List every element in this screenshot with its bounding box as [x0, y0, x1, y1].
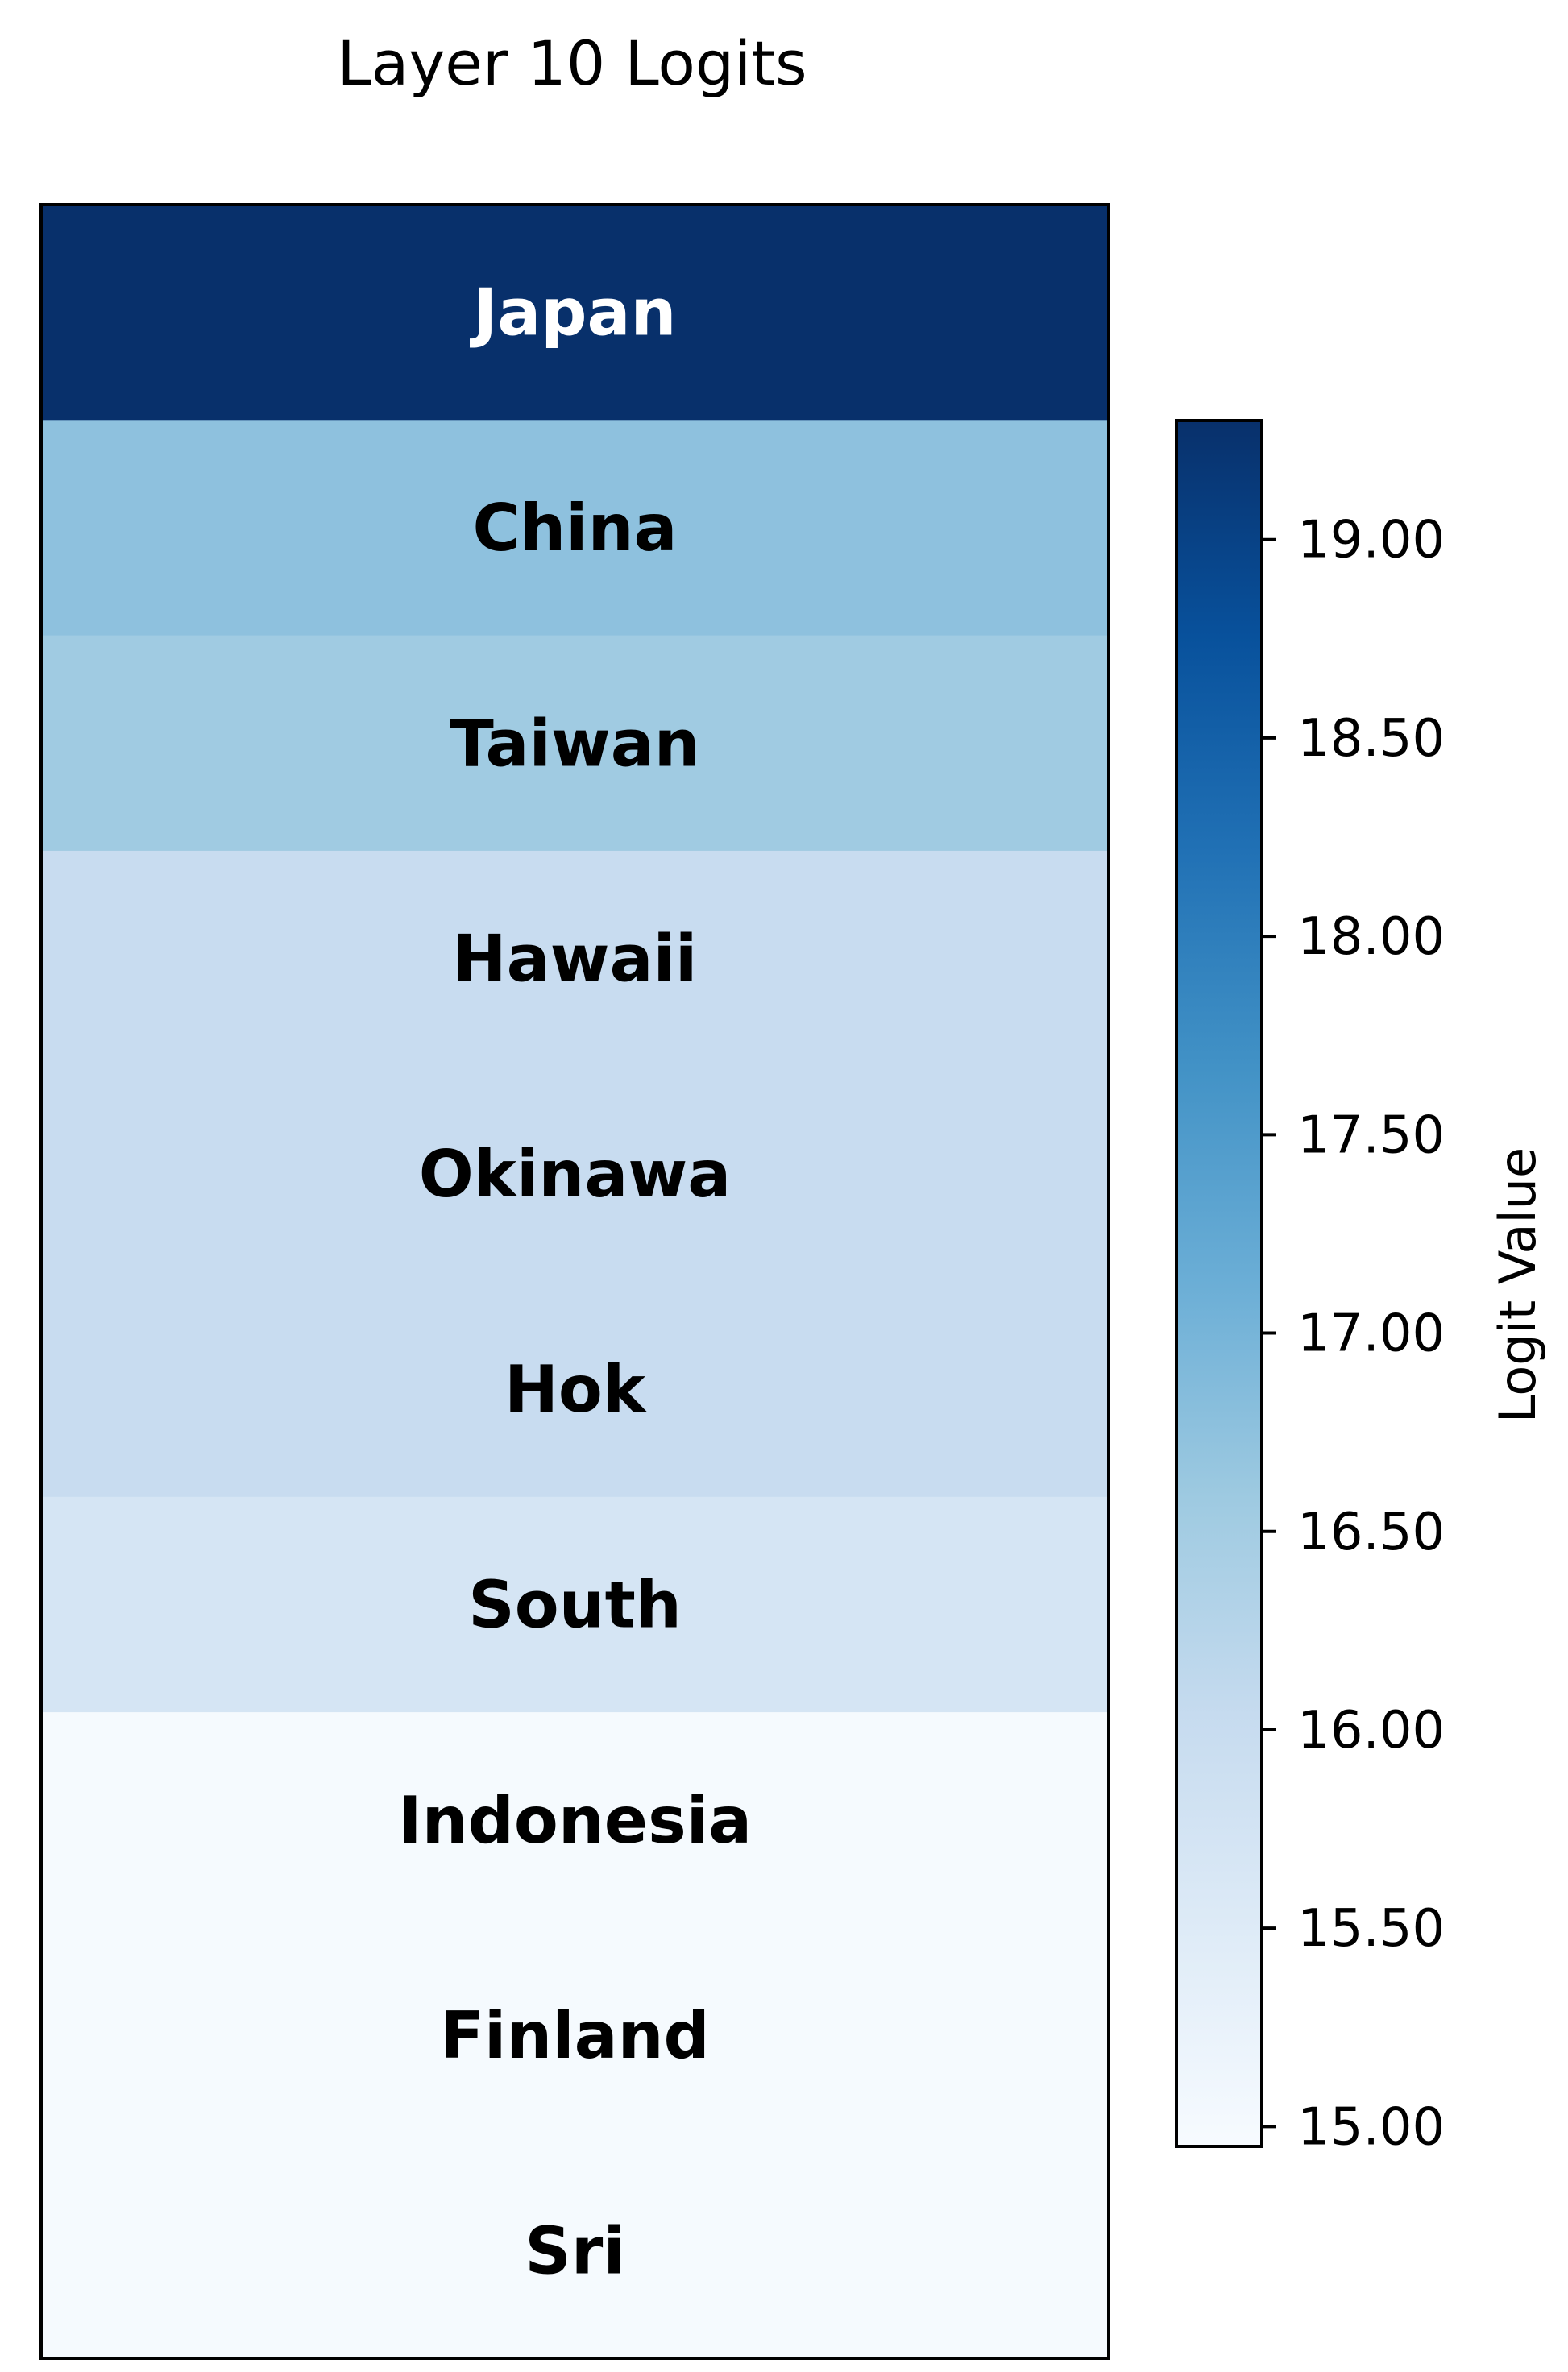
heatmap-cell [41, 635, 1109, 852]
colorbar-tick-label: 16.50 [1297, 1503, 1445, 1562]
colorbar-tick-label: 15.00 [1297, 2097, 1445, 2157]
heatmap-cell-label: China [472, 491, 677, 566]
heatmap-cells [41, 205, 1109, 2359]
colorbar-ticks: 15.00 15.50 16.00 16.50 17.00 17.50 18.00 18.50… [1262, 511, 1445, 2157]
heatmap-frame [39, 203, 1110, 2360]
heatmap-cell-label: Taiwan [450, 706, 700, 781]
colorbar-tick-label: 17.00 [1297, 1304, 1445, 1364]
heatmap-cell [41, 1066, 1109, 1282]
heatmap-cell-label: Indonesia [398, 1783, 752, 1858]
heatmap-cell [41, 2142, 1109, 2359]
heatmap-cell-label: South [468, 1567, 682, 1642]
heatmap-cell [41, 420, 1109, 637]
colorbar-tick-label: 16.00 [1297, 1701, 1445, 1760]
heatmap-cell [41, 1281, 1109, 1498]
heatmap-cell-label: Japan [470, 276, 677, 350]
colorbar-tick-label: 19.00 [1297, 511, 1445, 570]
colorbar-tick-label: 15.50 [1297, 1899, 1445, 1959]
colorbar-label: Logit Value [1488, 1147, 1547, 1423]
heatmap-cell-label: Hok [504, 1352, 647, 1427]
heatmap-cell [41, 205, 1109, 421]
chart-title: Layer 10 Logits [337, 27, 807, 99]
colorbar-tick-label: 18.00 [1297, 907, 1445, 967]
colorbar-tick-label: 17.50 [1297, 1105, 1445, 1165]
heatmap-cell [41, 1496, 1109, 1713]
heatmap-cell [41, 1712, 1109, 1928]
heatmap-cell-label: Finland [440, 1998, 710, 2073]
heatmap-cell-label: Okinawa [419, 1137, 731, 1212]
colorbar [1175, 419, 1263, 2148]
heatmap-cell [41, 1927, 1109, 2144]
heatmap-row-labels: Japan China Taiwan Hawaii Okinawa Hok South Ind… [398, 276, 752, 2289]
colorbar-tick-label: 18.50 [1297, 709, 1445, 769]
heatmap-cell-label: Hawaii [453, 922, 698, 997]
heatmap-cell [41, 850, 1109, 1067]
heatmap-cell-label: Sri [525, 2213, 625, 2288]
